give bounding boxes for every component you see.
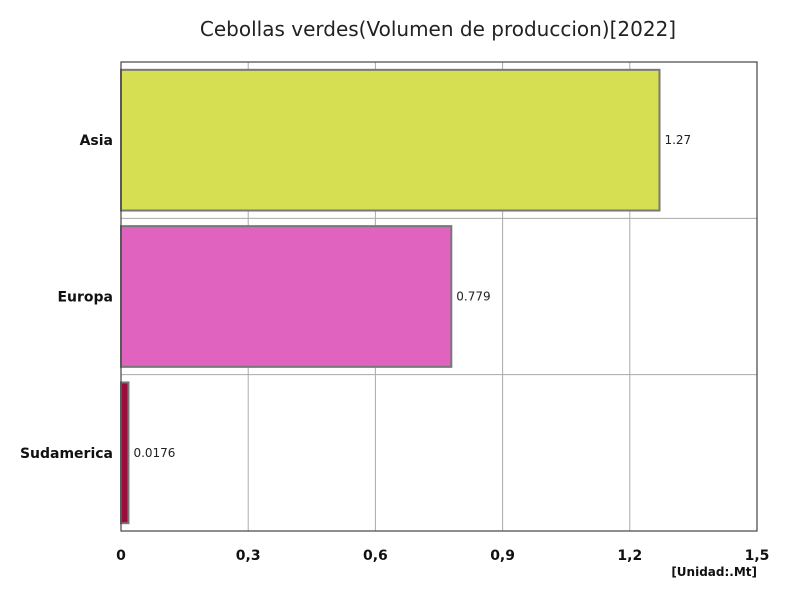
x-tick-label: 0: [116, 548, 126, 564]
plot-frame: [120, 61, 758, 532]
value-label: 0.779: [456, 290, 490, 304]
x-tick-label: 0,9: [490, 548, 515, 564]
category-label: Europa: [57, 290, 113, 306]
x-tick-label: 0,6: [363, 548, 388, 564]
labels-layer: 0 0,3 0,6 0,9 1,2 1,5 Asia 1.27 Europa 0.779 Sudam…: [20, 133, 769, 564]
x-tick-label: 1,2: [617, 548, 642, 564]
category-label: Sudamerica: [20, 446, 113, 462]
x-tick-label: 0,3: [236, 548, 261, 564]
category-label: Asia: [80, 133, 113, 149]
bars-layer: [120, 68, 661, 525]
chart-title: Cebollas verdes(Volumen de produccion)[2…: [200, 17, 676, 41]
bar-sudamerica: [120, 381, 130, 525]
bar-asia: [120, 68, 661, 212]
x-tick-label: 1,5: [745, 548, 770, 564]
value-label: 0.0176: [133, 446, 175, 460]
value-label: 1.27: [664, 133, 691, 147]
bar-europa: [120, 225, 453, 368]
unit-label: [Unidad:.Mt]: [671, 565, 757, 579]
